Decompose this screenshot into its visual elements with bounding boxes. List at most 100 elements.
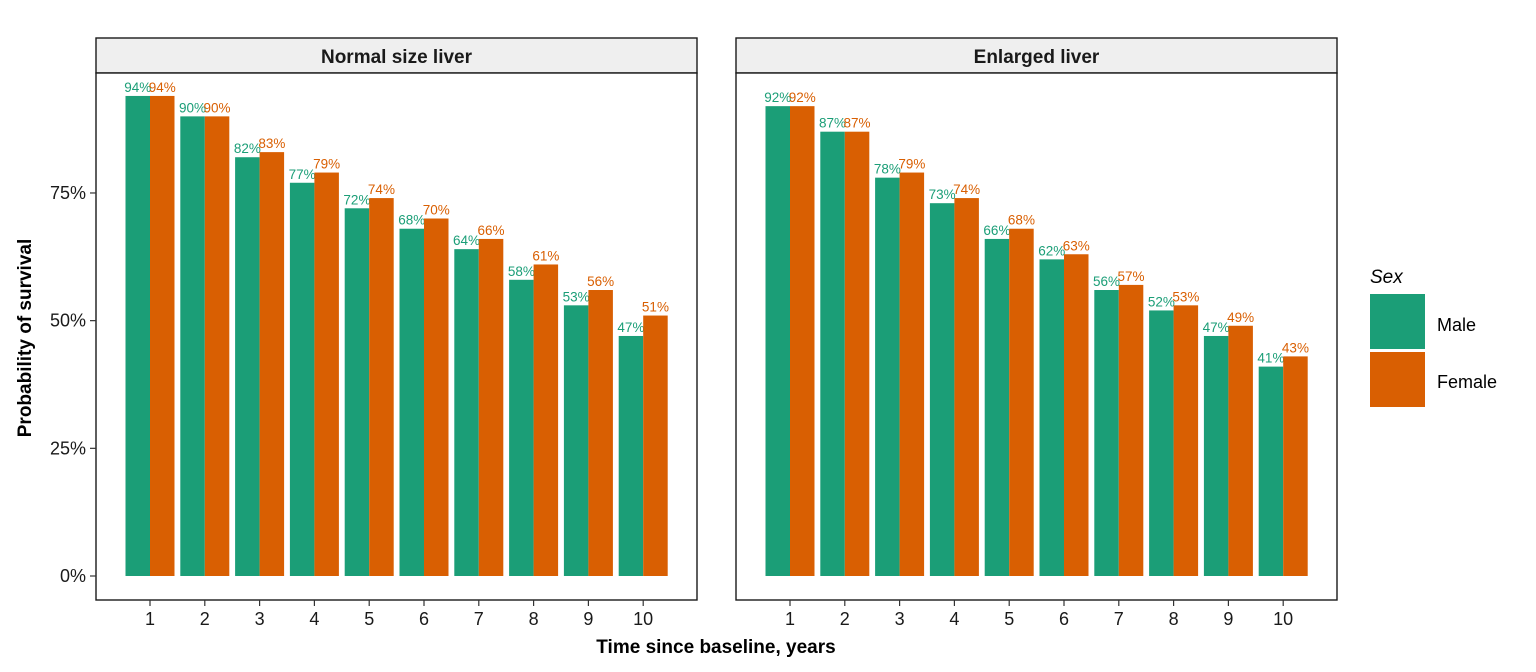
- bar-female: [204, 116, 230, 577]
- bar-male: [289, 182, 315, 577]
- x-tick-label: 2: [200, 609, 210, 629]
- bar-label-female: 51%: [642, 300, 669, 315]
- legend-key-female: [1370, 352, 1425, 407]
- bar-label-female: 57%: [1118, 269, 1145, 284]
- bar-label-female: 70%: [423, 203, 450, 218]
- panels-group: Normal size liver94%94%190%90%282%83%377…: [95, 37, 1338, 629]
- x-tick-label: 9: [583, 609, 593, 629]
- bar-female: [1173, 305, 1199, 576]
- x-tick-label: 10: [1273, 609, 1293, 629]
- bar-label-male: 68%: [398, 213, 425, 228]
- bar-male: [820, 131, 845, 577]
- bar-label-female: 94%: [149, 80, 176, 95]
- bar-label-male: 73%: [929, 187, 956, 202]
- bar-male: [344, 208, 370, 576]
- bar-label-male: 47%: [1203, 320, 1230, 335]
- bar-female: [1064, 254, 1089, 576]
- panel-title: Normal size liver: [321, 47, 473, 68]
- bar-female: [1228, 325, 1253, 576]
- x-tick-label: 3: [255, 609, 265, 629]
- bar-label-male: 72%: [343, 192, 370, 207]
- bar-female: [259, 152, 285, 576]
- bar-male: [1094, 290, 1119, 576]
- bar-male: [454, 249, 479, 577]
- bar-label-male: 77%: [289, 167, 316, 182]
- bar-male: [235, 157, 260, 576]
- bar-label-male: 90%: [179, 100, 206, 115]
- bar-female: [533, 264, 559, 576]
- bar-label-male: 78%: [874, 162, 901, 177]
- bar-female: [1283, 356, 1308, 576]
- legend-label-male: Male: [1437, 315, 1476, 335]
- x-tick-label: 5: [364, 609, 374, 629]
- panel-2: Enlarged liver92%92%187%87%278%79%373%74…: [735, 37, 1338, 629]
- bar-label-female: 74%: [953, 182, 980, 197]
- bar-label-male: 64%: [453, 233, 480, 248]
- x-tick-label: 9: [1223, 609, 1233, 629]
- bar-label-female: 79%: [898, 157, 925, 172]
- bar-female: [424, 218, 449, 576]
- bar-male: [399, 228, 424, 576]
- bar-female: [790, 106, 815, 576]
- panel-1: Normal size liver94%94%190%90%282%83%377…: [95, 37, 698, 629]
- x-tick-label: 4: [309, 609, 319, 629]
- bar-male: [1149, 310, 1174, 576]
- bar-label-male: 82%: [234, 141, 261, 156]
- bar-male: [1203, 335, 1229, 576]
- bar-male: [984, 238, 1010, 577]
- legend: Sex Male Female: [1370, 267, 1497, 407]
- bar-male: [509, 279, 534, 576]
- bar-male: [180, 116, 205, 577]
- x-tick-label: 5: [1004, 609, 1014, 629]
- bar-label-male: 47%: [617, 320, 644, 335]
- y-axis: 0% 25% 50% 75%: [50, 183, 96, 586]
- bar-male: [929, 203, 955, 576]
- legend-label-female: Female: [1437, 372, 1497, 392]
- bar-female: [899, 172, 925, 576]
- x-tick-label: 8: [529, 609, 539, 629]
- bar-male: [563, 305, 589, 576]
- bar-label-female: 79%: [313, 157, 340, 172]
- bar-label-male: 62%: [1038, 243, 1065, 258]
- bar-label-male: 53%: [563, 289, 590, 304]
- bar-female: [478, 238, 504, 577]
- bar-male: [765, 106, 790, 576]
- bar-label-male: 52%: [1148, 294, 1175, 309]
- x-tick-label: 6: [419, 609, 429, 629]
- bar-label-male: 58%: [508, 264, 535, 279]
- bar-label-female: 49%: [1227, 310, 1254, 325]
- bar-female: [150, 95, 175, 576]
- legend-title: Sex: [1370, 267, 1404, 288]
- bar-male: [1258, 366, 1284, 576]
- bar-label-female: 63%: [1063, 238, 1090, 253]
- bar-label-female: 56%: [587, 274, 614, 289]
- x-axis-title: Time since baseline, years: [596, 637, 835, 658]
- bar-female: [954, 198, 979, 576]
- bar-label-female: 61%: [532, 248, 559, 263]
- bar-female: [1009, 228, 1034, 576]
- bar-label-female: 43%: [1282, 340, 1309, 355]
- bar-female: [1118, 284, 1144, 576]
- y-tick-label: 75%: [50, 183, 86, 203]
- bar-label-female: 83%: [258, 136, 285, 151]
- panel-title: Enlarged liver: [974, 47, 1100, 68]
- bar-label-male: 66%: [983, 223, 1010, 238]
- bar-male: [618, 335, 644, 576]
- y-tick-label: 25%: [50, 438, 86, 458]
- bar-label-male: 41%: [1257, 351, 1284, 366]
- bar-label-male: 87%: [819, 116, 846, 131]
- bar-label-female: 90%: [204, 100, 231, 115]
- x-tick-label: 2: [840, 609, 850, 629]
- bar-label-male: 92%: [764, 90, 791, 105]
- bar-label-female: 92%: [789, 90, 816, 105]
- bar-female: [588, 290, 613, 576]
- panel-strip: [95, 37, 698, 74]
- x-tick-label: 3: [895, 609, 905, 629]
- bar-label-male: 56%: [1093, 274, 1120, 289]
- x-tick-label: 8: [1169, 609, 1179, 629]
- x-tick-label: 1: [145, 609, 155, 629]
- bar-label-female: 53%: [1172, 289, 1199, 304]
- x-tick-label: 1: [785, 609, 795, 629]
- x-tick-label: 10: [633, 609, 653, 629]
